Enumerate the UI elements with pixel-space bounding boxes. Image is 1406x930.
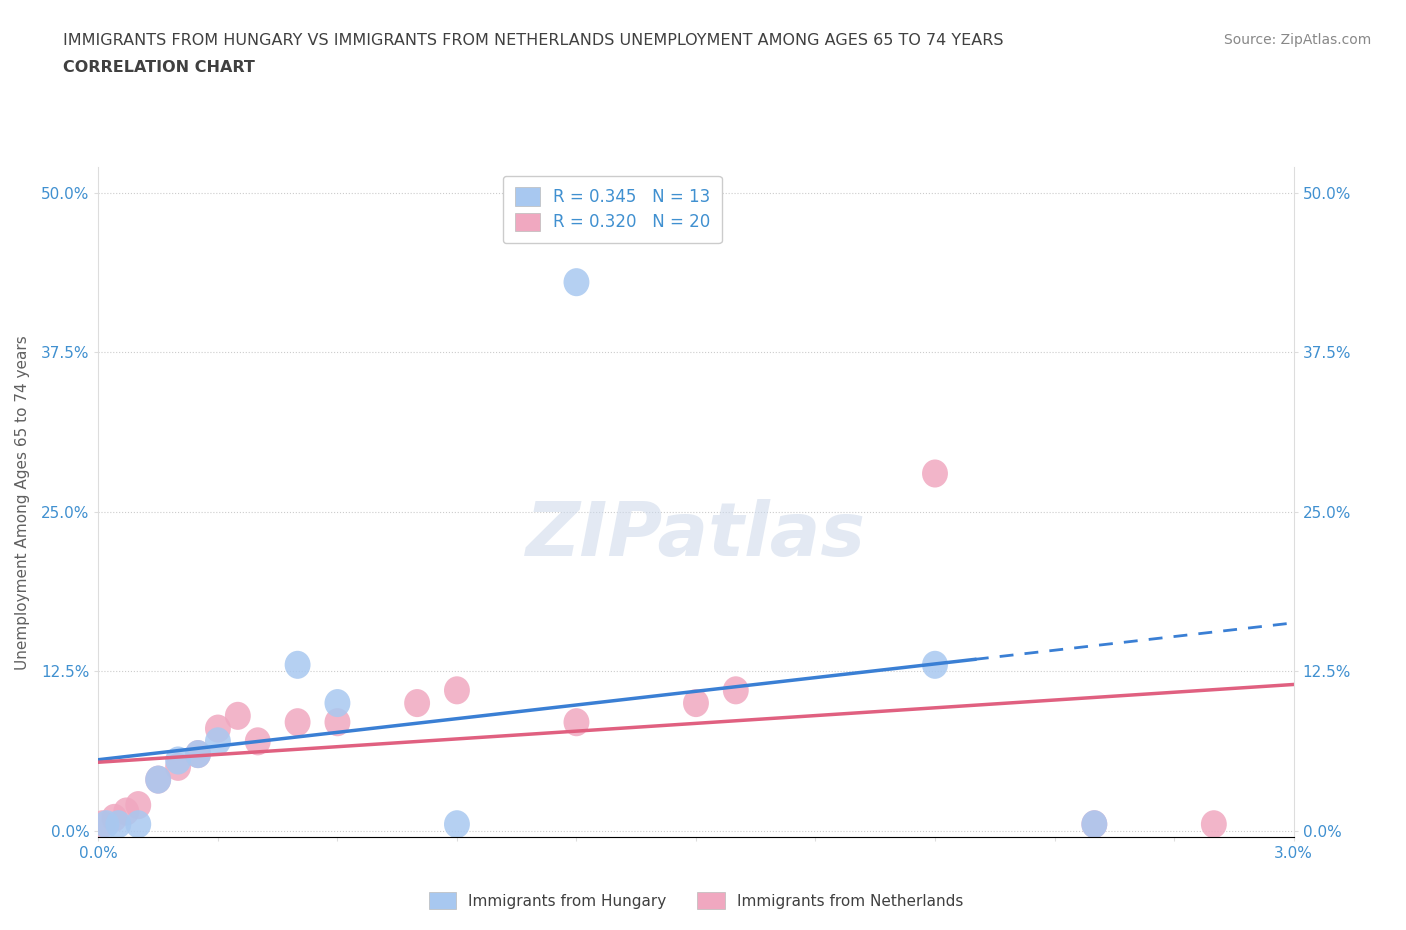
Ellipse shape: [205, 714, 231, 743]
Ellipse shape: [1081, 810, 1108, 838]
Ellipse shape: [125, 791, 152, 819]
Text: Source: ZipAtlas.com: Source: ZipAtlas.com: [1223, 33, 1371, 46]
Text: ZIPatlas: ZIPatlas: [526, 499, 866, 572]
Ellipse shape: [186, 740, 211, 768]
Ellipse shape: [325, 689, 350, 717]
Text: CORRELATION CHART: CORRELATION CHART: [63, 60, 254, 75]
Ellipse shape: [325, 708, 350, 737]
Ellipse shape: [404, 689, 430, 717]
Ellipse shape: [205, 727, 231, 755]
Ellipse shape: [922, 651, 948, 679]
Ellipse shape: [1201, 810, 1227, 838]
Ellipse shape: [101, 804, 128, 832]
Ellipse shape: [564, 268, 589, 297]
Ellipse shape: [90, 810, 115, 838]
Ellipse shape: [225, 702, 250, 730]
Ellipse shape: [444, 676, 470, 704]
Ellipse shape: [723, 676, 749, 704]
Ellipse shape: [125, 810, 152, 838]
Ellipse shape: [145, 765, 172, 793]
Ellipse shape: [93, 810, 120, 838]
Ellipse shape: [165, 752, 191, 781]
Ellipse shape: [444, 810, 470, 838]
Ellipse shape: [245, 727, 271, 755]
Text: IMMIGRANTS FROM HUNGARY VS IMMIGRANTS FROM NETHERLANDS UNEMPLOYMENT AMONG AGES 6: IMMIGRANTS FROM HUNGARY VS IMMIGRANTS FR…: [63, 33, 1004, 47]
Ellipse shape: [105, 810, 131, 838]
Ellipse shape: [1081, 810, 1108, 838]
Ellipse shape: [145, 765, 172, 793]
Ellipse shape: [284, 708, 311, 737]
Ellipse shape: [114, 797, 139, 826]
Ellipse shape: [186, 740, 211, 768]
Ellipse shape: [683, 689, 709, 717]
Ellipse shape: [165, 747, 191, 775]
Legend: Immigrants from Hungary, Immigrants from Netherlands: Immigrants from Hungary, Immigrants from…: [420, 884, 972, 916]
Y-axis label: Unemployment Among Ages 65 to 74 years: Unemployment Among Ages 65 to 74 years: [15, 335, 30, 670]
Ellipse shape: [564, 708, 589, 737]
Ellipse shape: [922, 459, 948, 487]
Ellipse shape: [284, 651, 311, 679]
